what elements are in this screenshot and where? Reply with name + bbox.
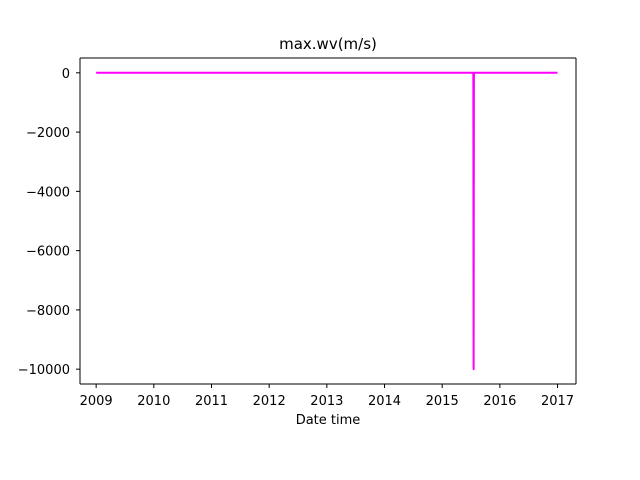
x-tick-label: 2017 (541, 394, 574, 409)
y-tick-label: −10000 (18, 363, 70, 378)
chart-title: max.wv(m/s) (279, 35, 377, 53)
x-tick-label: 2015 (426, 394, 459, 409)
x-tick-label: 2012 (253, 394, 286, 409)
y-tick-label: −6000 (26, 245, 70, 260)
x-tick-label: 2010 (137, 394, 170, 409)
y-tick-label: −4000 (26, 185, 70, 200)
y-tick-label: −2000 (26, 126, 70, 141)
series-layer (96, 71, 558, 371)
series-line (96, 71, 558, 371)
series-group (96, 71, 558, 371)
axes-layer: 2009 2010 2011 2012 2013 2014 2015 2016 2017 0 −20… (18, 57, 577, 409)
x-tick-label: 2011 (195, 394, 228, 409)
x-tick-label: 2016 (483, 394, 516, 409)
x-tick-label: 2013 (310, 394, 343, 409)
x-tick-label: 2014 (368, 394, 401, 409)
x-axis-label: Date time (296, 413, 361, 428)
y-tick-label: 0 (62, 67, 70, 82)
y-tick-label: −8000 (26, 304, 70, 319)
x-tick-label: 2009 (80, 394, 113, 409)
